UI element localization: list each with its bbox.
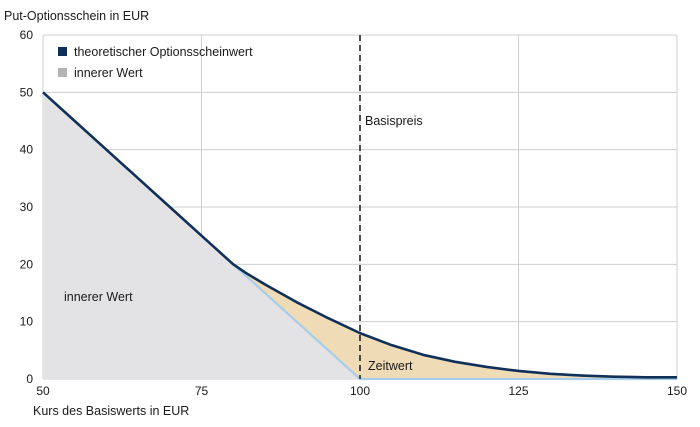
legend-label-option-value: theoretischer Optionsscheinwert [74,45,253,59]
x-tick-label: 75 [195,384,209,398]
y-axis-title: Put-Optionsschein in EUR [4,9,149,23]
time-value-label: Zeitwert [368,359,413,373]
y-tick-label: 0 [26,372,33,386]
areas [43,92,677,379]
y-tick-label: 50 [20,85,34,99]
x-tick-label: 125 [508,384,528,398]
x-tick-label: 100 [350,384,370,398]
y-tick-label: 40 [20,143,34,157]
legend-label-intrinsic-value: innerer Wert [74,66,143,80]
y-tick-label: 10 [20,315,34,329]
tick-labels: 50 75 100 125 150 0 10 20 30 40 50 60 [20,28,688,398]
legend: theoretischer Optionsscheinwert innerer … [58,45,253,80]
legend-swatch-option-value [58,47,67,56]
x-tick-label: 150 [667,384,687,398]
intrinsic-area-label: innerer Wert [64,290,133,304]
y-tick-label: 20 [20,257,34,271]
lines [42,35,677,381]
strike-label: Basispreis [365,114,423,128]
y-tick-label: 30 [20,200,34,214]
x-tick-label: 50 [36,384,50,398]
y-tick-label: 60 [20,28,34,42]
intrinsic-value-area [43,92,677,379]
x-axis-title: Kurs des Basiswerts in EUR [33,404,189,418]
option-value-line [42,91,677,379]
legend-swatch-intrinsic-value [58,68,67,77]
